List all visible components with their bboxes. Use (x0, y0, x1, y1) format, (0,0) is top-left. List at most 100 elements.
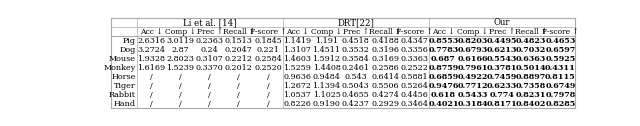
Text: /: / (208, 100, 211, 108)
Text: 0.3169: 0.3169 (371, 55, 399, 63)
Text: 3.2724: 3.2724 (137, 46, 165, 54)
Text: Mouse: Mouse (109, 55, 136, 63)
Text: /: / (237, 91, 240, 99)
Text: Pig: Pig (122, 37, 136, 45)
Text: 0.2363: 0.2363 (196, 37, 223, 45)
Text: /: / (150, 91, 152, 99)
Text: 1.9328: 1.9328 (137, 55, 165, 63)
Text: 0.7783: 0.7783 (428, 46, 459, 54)
Text: 0.6213: 0.6213 (486, 46, 517, 54)
Text: 0.9636: 0.9636 (284, 73, 311, 81)
Text: Acc ↓: Acc ↓ (140, 28, 163, 36)
Text: 0.6363: 0.6363 (516, 55, 547, 63)
Text: 0.7978: 0.7978 (545, 91, 575, 99)
Text: 1.5239: 1.5239 (166, 64, 195, 72)
Text: 0.3356: 0.3356 (400, 46, 428, 54)
Text: 0.7358: 0.7358 (516, 82, 547, 90)
Text: 0.5043: 0.5043 (342, 82, 370, 90)
Text: Comp ↓: Comp ↓ (457, 28, 488, 36)
Text: 0.3464: 0.3464 (400, 100, 428, 108)
Text: 1.2672: 1.2672 (284, 82, 311, 90)
Text: 2.87: 2.87 (172, 46, 189, 54)
Text: /: / (208, 82, 211, 90)
Text: 0.618: 0.618 (431, 91, 456, 99)
Text: Acc ↓: Acc ↓ (286, 28, 308, 36)
Text: /: / (179, 73, 182, 81)
Text: 0.2461: 0.2461 (342, 64, 370, 72)
Text: 1.3107: 1.3107 (284, 46, 311, 54)
Text: Recall ↑: Recall ↑ (369, 28, 401, 36)
Text: 0.3184: 0.3184 (458, 100, 488, 108)
Text: 0.5506: 0.5506 (371, 82, 399, 90)
Text: 0.3781: 0.3781 (486, 64, 517, 72)
Text: 0.774: 0.774 (490, 91, 515, 99)
Text: 0.5925: 0.5925 (545, 55, 575, 63)
Text: 0.4823: 0.4823 (516, 37, 547, 45)
Text: DRT[22]: DRT[22] (337, 18, 374, 27)
Text: 0.4922: 0.4922 (458, 73, 488, 81)
Text: 1.1394: 1.1394 (312, 82, 340, 90)
Text: 1.191: 1.191 (315, 37, 338, 45)
Text: 0.8231: 0.8231 (516, 91, 547, 99)
Text: 0.7961: 0.7961 (458, 64, 488, 72)
Text: 0.8897: 0.8897 (516, 73, 547, 81)
Text: 0.687: 0.687 (431, 55, 456, 63)
Text: /: / (150, 82, 152, 90)
Text: /: / (150, 73, 152, 81)
Text: F-score ↑: F-score ↑ (250, 28, 287, 36)
Text: /: / (237, 100, 240, 108)
Text: Our: Our (493, 18, 510, 27)
Text: 0.3107: 0.3107 (196, 55, 223, 63)
Text: 0.2212: 0.2212 (225, 55, 253, 63)
Text: 0.5543: 0.5543 (487, 55, 517, 63)
Text: 0.4274: 0.4274 (371, 91, 399, 99)
Text: 0.4347: 0.4347 (400, 37, 428, 45)
Text: 0.6749: 0.6749 (545, 82, 575, 90)
Text: 0.6233: 0.6233 (487, 82, 517, 90)
Text: /: / (150, 100, 152, 108)
Text: Acc ↓: Acc ↓ (432, 28, 455, 36)
Text: Comp ↓: Comp ↓ (311, 28, 342, 36)
Text: /: / (267, 73, 269, 81)
Text: 1.5259: 1.5259 (284, 64, 311, 72)
Text: 0.6793: 0.6793 (458, 46, 488, 54)
Text: 0.8759: 0.8759 (428, 64, 459, 72)
Text: 0.4495: 0.4495 (486, 37, 517, 45)
Text: 0.6597: 0.6597 (545, 46, 575, 54)
Text: 0.221: 0.221 (257, 46, 280, 54)
Text: 0.8285: 0.8285 (545, 100, 575, 108)
Text: /: / (237, 82, 240, 90)
Text: 1.5912: 1.5912 (312, 55, 340, 63)
Text: Li et al. [14]: Li et al. [14] (183, 18, 236, 27)
Text: 0.5433: 0.5433 (458, 91, 488, 99)
Text: 0.9476: 0.9476 (428, 82, 459, 90)
Text: Horse: Horse (111, 73, 136, 81)
Text: Prec ↑: Prec ↑ (489, 28, 515, 36)
Text: 1.4603: 1.4603 (284, 55, 311, 63)
Text: 1.6169: 1.6169 (137, 64, 165, 72)
Text: Recall ↑: Recall ↑ (515, 28, 547, 36)
Text: Dog: Dog (119, 46, 136, 54)
Text: /: / (267, 82, 269, 90)
Text: 0.7032: 0.7032 (516, 46, 547, 54)
Text: 0.8171: 0.8171 (486, 100, 517, 108)
Text: 0.2520: 0.2520 (254, 64, 282, 72)
Text: 0.5264: 0.5264 (400, 82, 428, 90)
Text: /: / (179, 91, 182, 99)
Text: 1.1419: 1.1419 (284, 37, 312, 45)
Text: 0.6859: 0.6859 (428, 73, 459, 81)
Text: Comp ↓: Comp ↓ (165, 28, 196, 36)
Text: Rabbit: Rabbit (109, 91, 136, 99)
Text: 0.3196: 0.3196 (371, 46, 399, 54)
Text: 1.0537: 1.0537 (284, 91, 311, 99)
Text: 0.2584: 0.2584 (254, 55, 282, 63)
Text: /: / (179, 82, 182, 90)
Text: /: / (179, 100, 182, 108)
Text: 0.4518: 0.4518 (342, 37, 370, 45)
Text: F-score ↑: F-score ↑ (542, 28, 579, 36)
Text: Monkey: Monkey (103, 64, 136, 72)
Text: 0.4311: 0.4311 (545, 64, 576, 72)
Text: 0.4237: 0.4237 (342, 100, 370, 108)
Text: 0.1845: 0.1845 (254, 37, 282, 45)
Text: 0.6166: 0.6166 (458, 55, 488, 63)
